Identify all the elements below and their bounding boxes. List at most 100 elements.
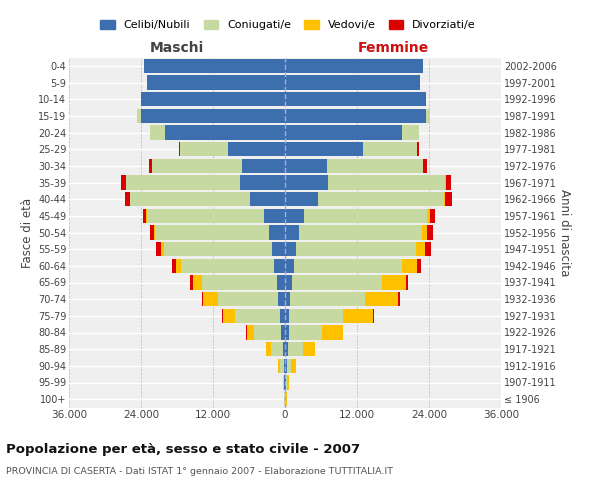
Bar (278, 359, 280, 373)
Bar (285, 259, 294, 273)
Bar (285, 142, 363, 156)
Bar (149, 159, 152, 173)
Text: PROVINCIA DI CASERTA - Dati ISTAT 1° gennaio 2007 - Elaborazione TUTTITALIA.IT: PROVINCIA DI CASERTA - Dati ISTAT 1° gen… (6, 468, 393, 476)
Bar (287, 359, 290, 373)
Bar (126, 176, 240, 190)
Y-axis label: Anni di nascita: Anni di nascita (557, 189, 571, 276)
Bar (156, 242, 161, 256)
Bar (165, 126, 285, 140)
Bar (277, 276, 285, 289)
Bar (155, 226, 269, 239)
Bar (285, 59, 423, 73)
Bar (287, 376, 289, 390)
Bar (193, 276, 202, 289)
Bar (286, 376, 287, 390)
Bar (176, 259, 181, 273)
Bar (289, 309, 343, 323)
Bar (299, 226, 422, 239)
Bar (285, 209, 304, 223)
Bar (363, 142, 417, 156)
Bar (292, 276, 382, 289)
Bar (280, 359, 284, 373)
Bar (285, 76, 420, 90)
Bar (272, 242, 285, 256)
Bar (373, 309, 374, 323)
Bar (202, 292, 203, 306)
Bar (426, 109, 430, 123)
Bar (147, 76, 285, 90)
Bar (143, 209, 146, 223)
Bar (284, 359, 285, 373)
Bar (154, 226, 155, 239)
Bar (417, 259, 421, 273)
Bar (285, 276, 292, 289)
Bar (284, 376, 285, 390)
Bar (322, 326, 343, 340)
Bar (137, 109, 141, 123)
Y-axis label: Fasce di età: Fasce di età (20, 198, 34, 268)
Bar (202, 276, 277, 289)
Bar (328, 176, 445, 190)
Bar (284, 392, 285, 406)
Bar (285, 242, 296, 256)
Bar (285, 92, 426, 106)
Bar (172, 259, 176, 273)
Bar (285, 309, 289, 323)
Bar (264, 209, 285, 223)
Bar (285, 342, 288, 356)
Bar (190, 276, 193, 289)
Bar (304, 209, 427, 223)
Bar (446, 176, 451, 190)
Bar (445, 176, 446, 190)
Bar (327, 159, 423, 173)
Bar (271, 342, 283, 356)
Bar (179, 142, 180, 156)
Bar (427, 209, 430, 223)
Bar (130, 192, 250, 206)
Bar (269, 226, 285, 239)
Bar (280, 309, 285, 323)
Bar (289, 326, 322, 340)
Bar (285, 192, 318, 206)
Bar (278, 292, 285, 306)
Bar (181, 259, 274, 273)
Bar (152, 159, 242, 173)
Bar (288, 342, 303, 356)
Bar (398, 292, 400, 306)
Bar (283, 342, 285, 356)
Bar (285, 176, 328, 190)
Bar (250, 192, 285, 206)
Bar (444, 192, 445, 206)
Bar (425, 242, 431, 256)
Bar (427, 226, 433, 239)
Bar (180, 142, 228, 156)
Bar (254, 326, 281, 340)
Bar (285, 126, 402, 140)
Bar (247, 326, 254, 340)
Bar (223, 309, 235, 323)
Legend: Celibi/Nubili, Coniugati/e, Vedovi/e, Divorziati/e: Celibi/Nubili, Coniugati/e, Vedovi/e, Di… (96, 16, 480, 35)
Bar (161, 242, 164, 256)
Bar (125, 192, 130, 206)
Bar (285, 326, 289, 340)
Bar (286, 392, 287, 406)
Bar (285, 292, 290, 306)
Bar (121, 176, 126, 190)
Bar (290, 359, 296, 373)
Bar (141, 109, 285, 123)
Text: Popolazione per età, sesso e stato civile - 2007: Popolazione per età, sesso e stato civil… (6, 442, 360, 456)
Bar (402, 259, 417, 273)
Bar (417, 142, 419, 156)
Bar (228, 142, 285, 156)
Bar (402, 126, 419, 140)
Bar (281, 326, 285, 340)
Bar (235, 309, 280, 323)
Bar (150, 226, 154, 239)
Bar (242, 159, 285, 173)
Bar (274, 259, 285, 273)
Bar (164, 242, 272, 256)
Bar (318, 192, 444, 206)
Bar (290, 292, 365, 306)
Bar (303, 342, 315, 356)
Bar (147, 209, 264, 223)
